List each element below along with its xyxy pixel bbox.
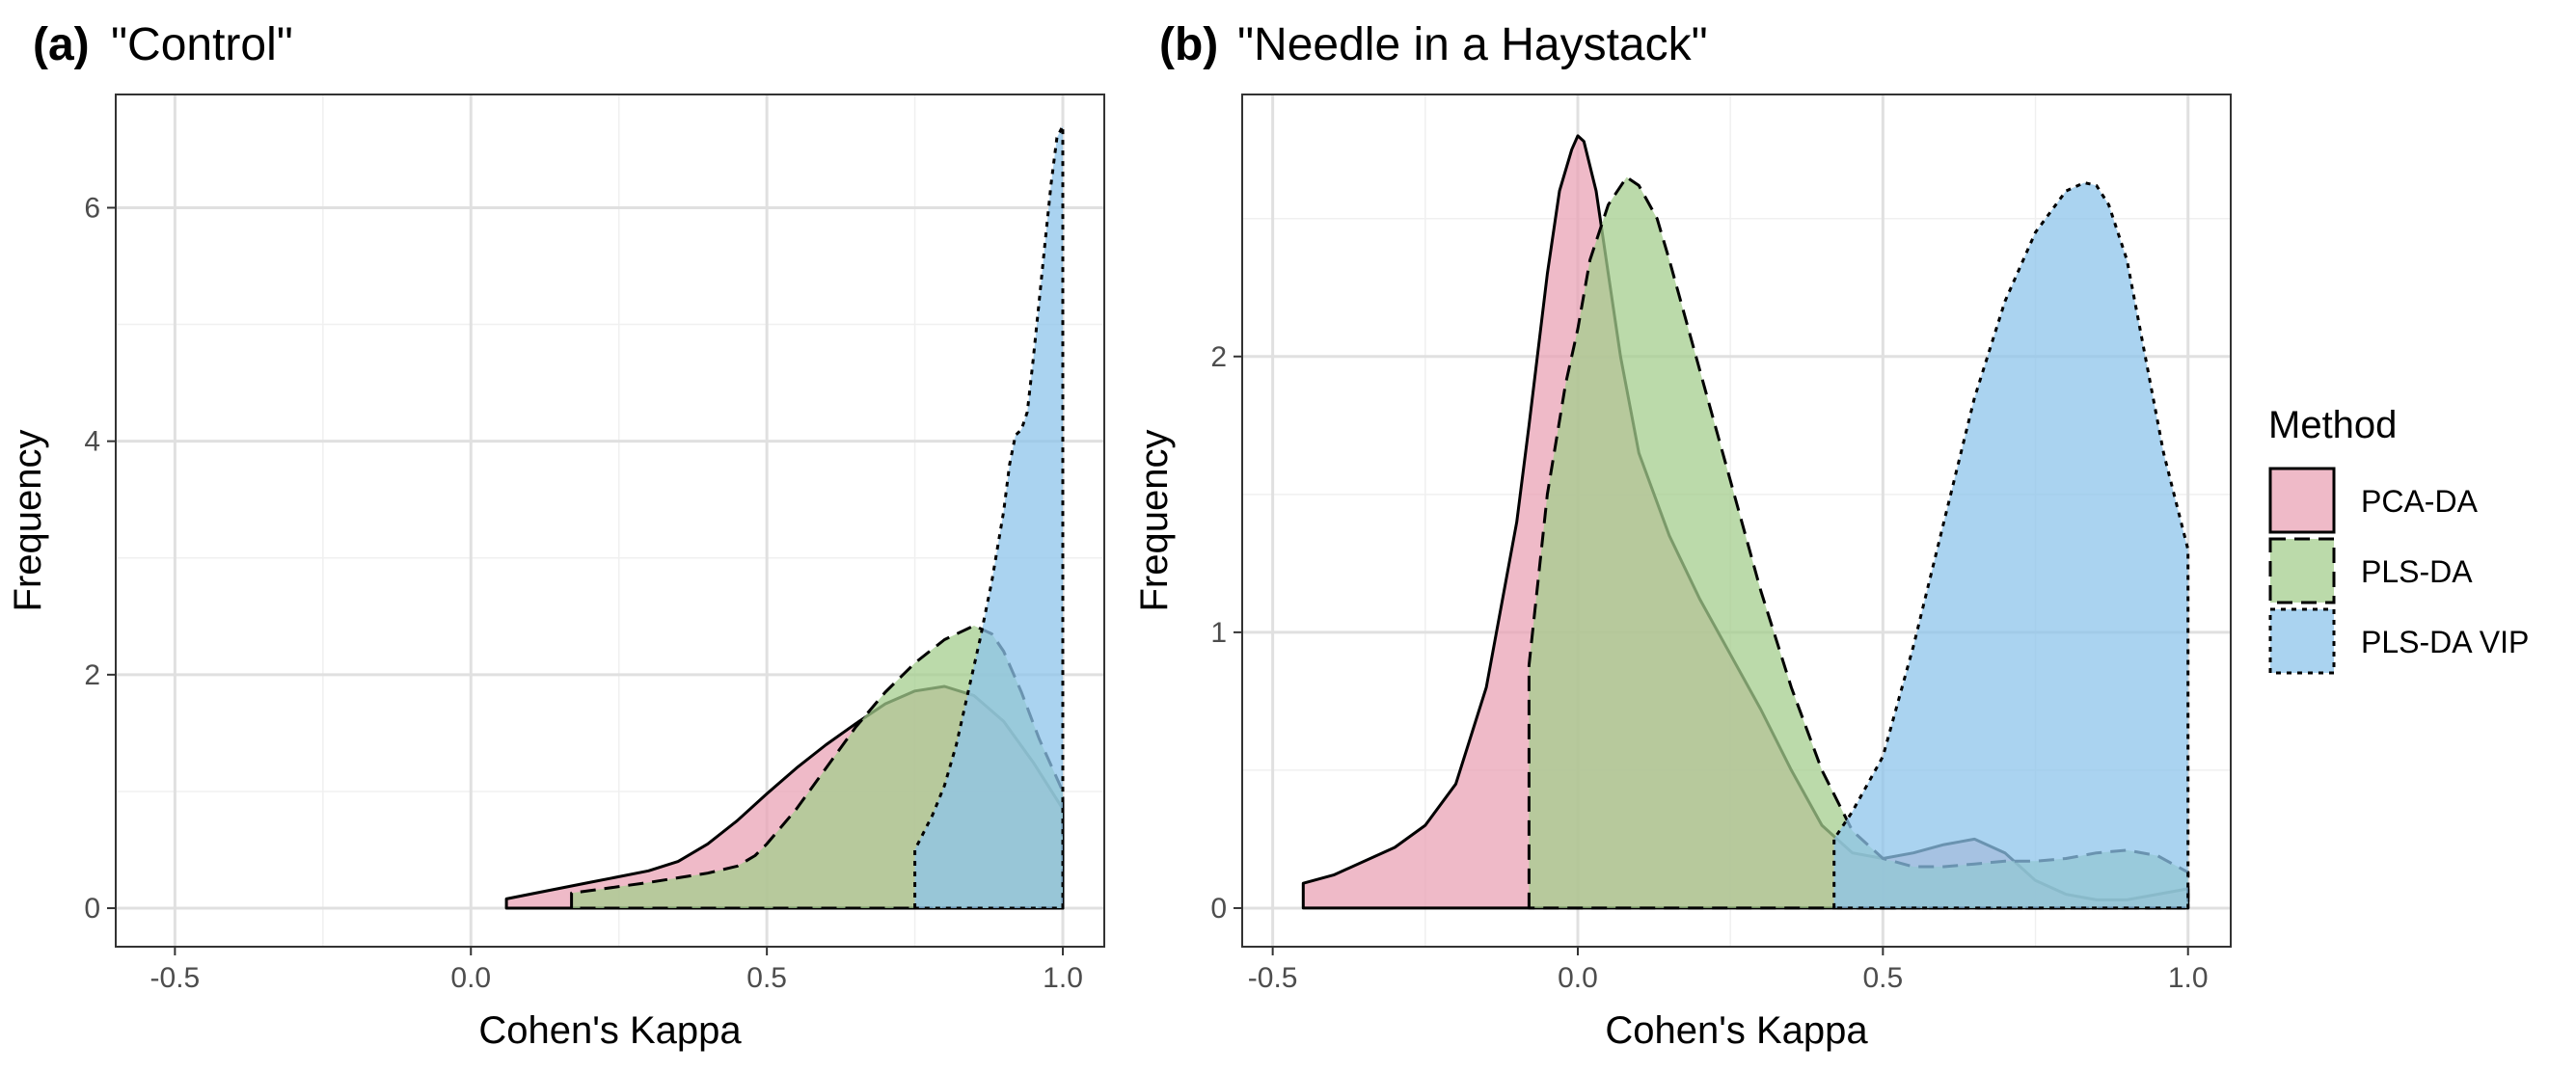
legend-label: PLS-DA: [2361, 554, 2473, 589]
legend: Method PCA-DA PLS-DA PLS-DA VIP: [2268, 404, 2529, 675]
y-tick-label: 6: [84, 192, 100, 224]
x-tick-label: 0.5: [1862, 962, 1903, 994]
x-tick-label: -0.5: [150, 962, 201, 994]
y-tick-label: 0: [1210, 893, 1227, 925]
x-tick-label: 1.0: [2168, 962, 2209, 994]
panel-a: (a) "Control" -0.5 0.0 0.5 1.0 0 2 4 6 Cohen's…: [7, 19, 1105, 1052]
panel-b-y-axis: 0 1 2: [1210, 341, 1242, 925]
legend-items: PCA-DA PLS-DA PLS-DA VIP: [2268, 467, 2529, 675]
panel-b: (b) "Needle in a Haystack" -0.5 0.0 0.5 1.0…: [1133, 19, 2232, 1052]
x-tick-label: 0.0: [450, 962, 491, 994]
legend-label: PLS-DA VIP: [2361, 625, 2529, 659]
y-tick-label: 4: [84, 426, 100, 458]
panel-b-series: [1301, 134, 2190, 910]
panel-a-x-title: Cohen's Kappa: [478, 1009, 742, 1052]
legend-key-pls-da-vip: [2268, 607, 2336, 675]
x-tick-label: -0.5: [1248, 962, 1298, 994]
x-tick-label: 0.5: [746, 962, 787, 994]
x-tick-label: 1.0: [1043, 962, 1083, 994]
panel-b-y-title: Frequency: [1133, 430, 1176, 612]
panel-a-title: "Control": [111, 19, 293, 70]
panel-b-tag: (b): [1159, 19, 1218, 70]
legend-key-pls-da: [2268, 537, 2336, 604]
x-tick-label: 0.0: [1558, 962, 1598, 994]
y-tick-label: 1: [1210, 617, 1227, 649]
density-area-pls-da-vip: [913, 124, 1065, 910]
panel-b-x-title: Cohen's Kappa: [1605, 1009, 1868, 1052]
panel-a-y-axis: 0 2 4 6: [84, 192, 116, 925]
panel-b-title: "Needle in a Haystack": [1237, 19, 1708, 70]
panel-a-y-title: Frequency: [7, 430, 49, 612]
panel-a-tag: (a): [33, 19, 90, 70]
legend-key-pca-da: [2268, 467, 2336, 534]
y-tick-label: 2: [1210, 341, 1227, 373]
panel-b-frame: [1241, 94, 2232, 948]
density-area-pls-da-vip: [1832, 181, 2190, 910]
legend-label: PCA-DA: [2361, 484, 2479, 519]
panel-a-x-axis: -0.5 0.0 0.5 1.0: [150, 947, 1083, 994]
legend-title: Method: [2268, 404, 2397, 446]
panel-b-x-axis: -0.5 0.0 0.5 1.0: [1248, 947, 2209, 994]
panel-a-frame: [115, 94, 1105, 948]
y-tick-label: 2: [84, 659, 100, 691]
y-tick-label: 0: [84, 893, 100, 925]
panel-a-series: [504, 124, 1065, 910]
